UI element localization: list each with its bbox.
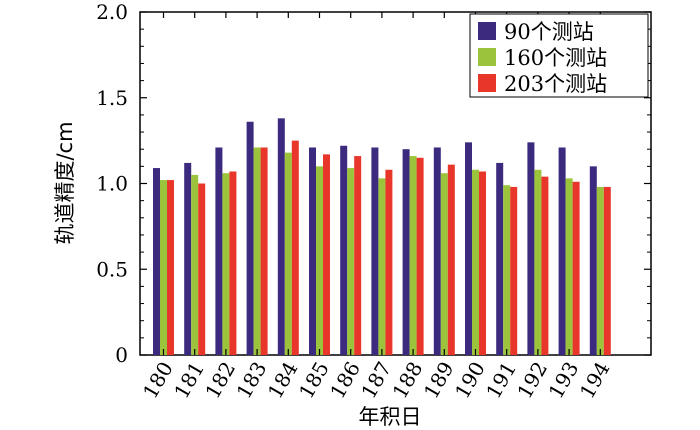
x-tick-label: 180 <box>138 358 178 403</box>
bar-180-series-1 <box>160 180 167 355</box>
bar-183-series-2 <box>260 147 268 355</box>
bar-192-series-1 <box>534 169 542 355</box>
bar-180-series-2 <box>167 180 174 355</box>
bar-186-series-1 <box>347 168 355 355</box>
bar-190-series-1 <box>472 169 479 355</box>
bar-188-series-0 <box>402 149 410 355</box>
bar-187-series-2 <box>385 169 393 355</box>
bar-183-series-0 <box>246 121 254 355</box>
legend-box <box>469 13 649 98</box>
legend-label-1: 160个测站 <box>504 46 607 70</box>
bar-191-series-0 <box>496 162 504 355</box>
bar-191-series-2 <box>510 186 518 355</box>
bar-193-series-2 <box>572 181 580 355</box>
x-tick-label: 188 <box>388 358 428 403</box>
bar-185-series-1 <box>316 166 323 355</box>
x-tick-label: 181 <box>169 358 209 403</box>
bar-189-series-2 <box>447 164 455 355</box>
x-tick-label: 184 <box>263 358 303 403</box>
bar-193-series-0 <box>558 147 566 355</box>
legend-label-0: 90个测站 <box>504 20 594 44</box>
x-tick-label: 185 <box>294 358 334 403</box>
x-tick-label: 192 <box>512 358 552 403</box>
bar-180-series-0 <box>153 168 160 355</box>
bars <box>153 118 611 355</box>
y-ticks: 0 0.5 1.0 1.5 2.0 <box>96 0 651 367</box>
y-tick-label: 0 <box>115 343 128 367</box>
bar-182-series-2 <box>229 171 237 355</box>
y-tick-label: 0.5 <box>96 257 128 281</box>
bar-194-series-1 <box>596 186 604 355</box>
bar-189-series-1 <box>440 173 448 355</box>
bar-182-series-0 <box>215 147 223 355</box>
bar-184-series-2 <box>291 140 299 355</box>
bar-190-series-0 <box>465 142 472 355</box>
bar-192-series-0 <box>527 142 535 355</box>
x-tick-label: 194 <box>575 358 615 403</box>
x-tick-label: 186 <box>325 358 365 403</box>
bar-188-series-1 <box>409 156 417 355</box>
bar-186-series-0 <box>340 145 348 355</box>
bar-191-series-1 <box>503 185 511 355</box>
y-tick-label: 1.5 <box>96 86 128 110</box>
bar-193-series-1 <box>565 178 573 355</box>
x-tick-label: 190 <box>450 358 490 403</box>
x-tick-label: 182 <box>200 358 240 403</box>
bar-187-series-0 <box>371 147 379 355</box>
x-axis-title: 年积日 <box>359 405 422 429</box>
x-tick-label: 189 <box>419 358 459 403</box>
y-tick-label: 1.0 <box>96 172 128 196</box>
bar-181-series-0 <box>184 162 192 355</box>
bar-189-series-0 <box>433 147 441 355</box>
legend-label-2: 203个测站 <box>504 72 607 96</box>
bar-184-series-0 <box>277 118 285 355</box>
bar-181-series-1 <box>191 174 199 355</box>
y-axis-title: 轨道精度/cm <box>53 121 77 244</box>
y-tick-label: 2.0 <box>96 0 128 24</box>
bar-185-series-2 <box>323 154 330 355</box>
x-tick-label: 187 <box>356 358 396 403</box>
bar-188-series-2 <box>416 157 424 355</box>
x-tick-label: 191 <box>481 358 521 403</box>
bar-192-series-2 <box>541 176 549 355</box>
bar-185-series-0 <box>309 147 316 355</box>
bar-187-series-1 <box>378 178 386 355</box>
legend-swatch-2 <box>478 74 496 92</box>
legend-swatch-1 <box>478 48 496 66</box>
bar-182-series-1 <box>222 173 230 355</box>
legend-swatch-0 <box>478 22 496 40</box>
bar-181-series-2 <box>198 183 206 355</box>
x-tick-label: 183 <box>232 358 272 403</box>
bar-183-series-1 <box>253 147 261 355</box>
bar-184-series-1 <box>284 152 292 355</box>
bar-194-series-0 <box>589 166 597 355</box>
bar-190-series-2 <box>479 171 486 355</box>
x-tick-label: 193 <box>544 358 584 403</box>
bar-194-series-2 <box>603 186 611 355</box>
bar-186-series-2 <box>354 156 362 355</box>
